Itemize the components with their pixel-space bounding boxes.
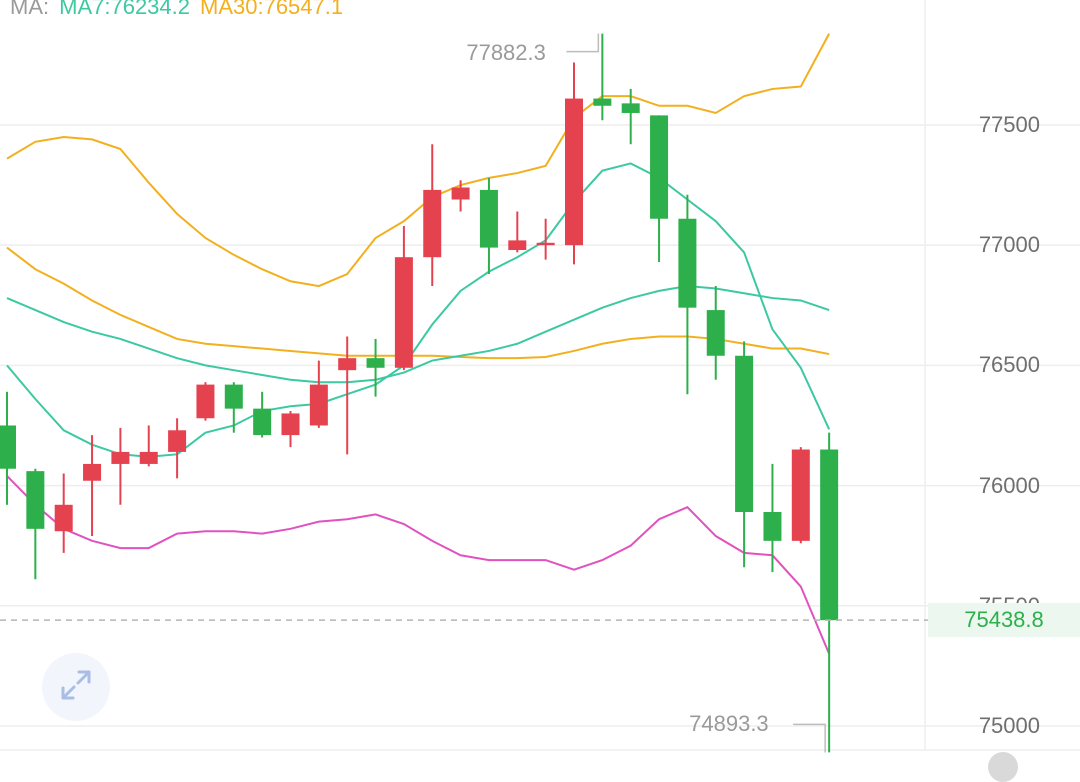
candle-body	[139, 451, 158, 464]
ma7-value: MA7:76234.2	[59, 0, 190, 19]
candle-body	[650, 115, 669, 219]
candle-body	[253, 408, 272, 436]
low-price-label: 74893.3	[689, 711, 769, 737]
expand-button[interactable]	[42, 653, 110, 721]
high-price-label: 77882.3	[466, 39, 546, 65]
ma-legend: MA: MA7:76234.2 MA30:76547.1	[10, 0, 353, 20]
low-marker-line	[793, 723, 826, 753]
boll-upper-line	[6, 33, 831, 288]
candle-body	[0, 425, 16, 469]
candlestick-chart	[0, 0, 1080, 753]
candle-body	[168, 430, 187, 452]
candle-body	[479, 189, 498, 248]
y-tick-label: 76000	[978, 472, 1040, 498]
expand-arrows-icon	[59, 668, 93, 707]
high-marker-line	[566, 33, 600, 53]
grid-lines	[0, 0, 1080, 751]
candle-body	[394, 257, 413, 368]
candle-body	[536, 242, 555, 246]
y-tick-label: 77500	[978, 111, 1040, 137]
candle-body	[196, 384, 215, 419]
candle-body	[820, 449, 839, 621]
candle-body	[366, 358, 385, 368]
candle-body	[621, 103, 640, 113]
candle-body	[338, 358, 357, 371]
ma30-line	[6, 246, 830, 360]
candle-body	[706, 310, 725, 356]
candle-body	[309, 384, 328, 426]
candles	[0, 33, 839, 753]
candle-body	[224, 384, 243, 409]
candle-body	[111, 451, 130, 464]
candle-body	[451, 187, 470, 200]
candle-body	[735, 355, 754, 513]
candle-body	[678, 218, 697, 308]
candle-body	[791, 449, 810, 541]
candle-body	[508, 240, 527, 250]
y-tick-label: 75000	[978, 712, 1040, 738]
indicator-lines	[6, 33, 831, 655]
boll-mid-line	[6, 285, 830, 384]
candle-body	[763, 512, 782, 541]
ma-legend-prefix: MA:	[10, 0, 50, 19]
boll-lower-line	[6, 475, 831, 655]
candle-body	[54, 504, 73, 532]
ma30-value: MA30:76547.1	[200, 0, 344, 19]
y-tick-label: 77000	[978, 232, 1040, 258]
current-price-tag[interactable]: 75438.8	[928, 603, 1080, 638]
candle-body	[281, 413, 300, 436]
y-tick-label: 76500	[978, 352, 1040, 378]
candle-body	[593, 98, 612, 106]
candle-body	[565, 98, 583, 246]
candle-body	[83, 463, 102, 481]
ma7-line	[6, 162, 831, 458]
candle-body	[423, 189, 442, 258]
candle-body	[26, 471, 45, 529]
price-markers	[0, 33, 928, 753]
scroll-indicator[interactable]	[988, 752, 1018, 782]
